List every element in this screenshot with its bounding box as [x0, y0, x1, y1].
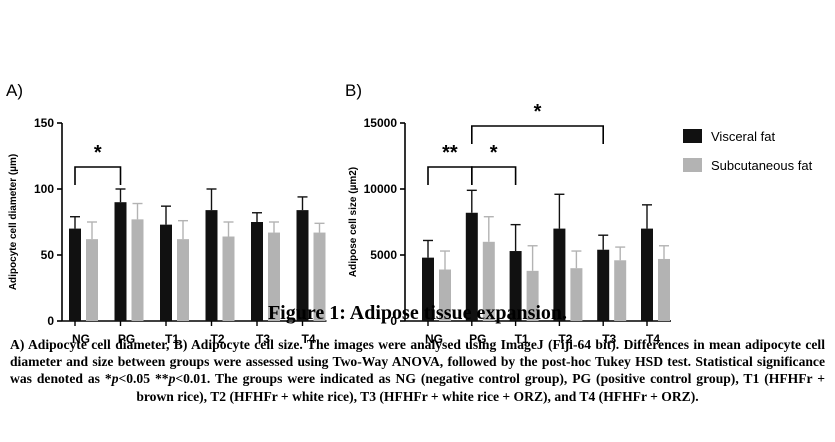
x-tick-label: T1 [515, 332, 529, 346]
significance-bracket [471, 166, 517, 185]
legend-swatch [683, 129, 702, 143]
figure-caption-body: A) Adipocyte cell diameter, B) Adipocyte… [10, 336, 825, 405]
x-tick-label: T3 [602, 332, 616, 346]
y-tick-label: 100 [34, 182, 54, 196]
x-tick-label: PG [469, 332, 486, 346]
legend: Visceral fat Subcutaneous fat [683, 129, 813, 173]
bar-subcutaneous-t2 [570, 268, 583, 321]
x-tick-label: NG [72, 332, 90, 346]
bar-visceral-t2 [205, 210, 218, 321]
y-tick-label: 15000 [364, 116, 398, 130]
bar-visceral-ng [422, 257, 434, 321]
y-tick-label: 0 [390, 314, 397, 328]
x-tick-label: T4 [646, 332, 660, 346]
x-tick-label: T2 [210, 332, 224, 346]
x-tick-label: T4 [301, 332, 315, 346]
significance-bracket [427, 166, 473, 185]
bar-subcutaneous-t1 [526, 270, 539, 321]
caption-part2: <0.05 ** [118, 371, 169, 387]
bar-subcutaneous-t2 [222, 236, 235, 321]
significance-label: ** [442, 142, 458, 164]
x-tick-label: T2 [558, 332, 572, 346]
x-tick-label: T3 [256, 332, 270, 346]
y-axis-label: Adipose cell size (µm2) [348, 167, 359, 277]
caption-part1: A) Adipocyte cell diameter, B) Adipocyte… [10, 337, 825, 387]
bar-visceral-t2 [553, 228, 566, 321]
bar-subcutaneous-t1 [177, 239, 189, 321]
significance-bracket [74, 166, 122, 185]
bar-visceral-pg [114, 202, 127, 321]
significance-label: * [490, 142, 498, 164]
bar-subcutaneous-t3 [268, 232, 280, 321]
bar-subcutaneous-pg [131, 219, 144, 321]
chart-panel-b: B) 0 5000 10000 15000 Adipose cell size (µm2)… [345, 81, 813, 346]
significance-bracket [471, 125, 604, 144]
bar-visceral-t4 [296, 210, 309, 321]
bar-subcutaneous-ng [86, 239, 98, 321]
panel-label: B) [345, 81, 362, 100]
bar-visceral-ng [69, 228, 81, 321]
bar-visceral-pg [465, 212, 478, 321]
bar-visceral-t1 [160, 224, 172, 321]
y-tick-label: 0 [47, 314, 54, 328]
y-axis-label: Adipocyte cell diameter (µm) [8, 154, 19, 290]
legend-label: Visceral fat [711, 129, 775, 144]
caption-p1: p [111, 371, 119, 387]
x-tick-label: PG [118, 332, 135, 346]
bar-visceral-t4 [641, 228, 653, 321]
bar-visceral-t3 [251, 222, 263, 321]
bar-subcutaneous-t4 [313, 232, 326, 321]
caption-part3: <0.01. The groups were indicated as NG (… [136, 371, 825, 404]
y-tick-label: 5000 [370, 248, 397, 262]
caption-p2: p [168, 371, 176, 387]
significance-label: * [94, 142, 102, 164]
legend-label: Subcutaneous fat [711, 158, 813, 173]
bar-visceral-t3 [597, 249, 610, 321]
bar-subcutaneous-pg [482, 241, 495, 321]
bar-subcutaneous-t4 [658, 258, 670, 321]
significance-label: * [534, 101, 542, 123]
x-tick-label: NG [425, 332, 443, 346]
y-tick-label: 10000 [364, 182, 398, 196]
bar-visceral-t1 [509, 251, 522, 321]
bar-subcutaneous-t3 [614, 260, 627, 321]
legend-swatch [683, 158, 702, 172]
panel-label: A) [6, 81, 23, 100]
chart-panel-a: A) 0 50 100 150 Adipocyte cell diameter (µm) N… [6, 81, 327, 346]
y-tick-label: 150 [34, 116, 54, 130]
bar-subcutaneous-ng [439, 269, 451, 321]
figure-caption-title: Figure 1: Adipose tissue expansion. [267, 302, 568, 324]
x-tick-label: T1 [165, 332, 179, 346]
y-tick-label: 50 [41, 248, 55, 262]
